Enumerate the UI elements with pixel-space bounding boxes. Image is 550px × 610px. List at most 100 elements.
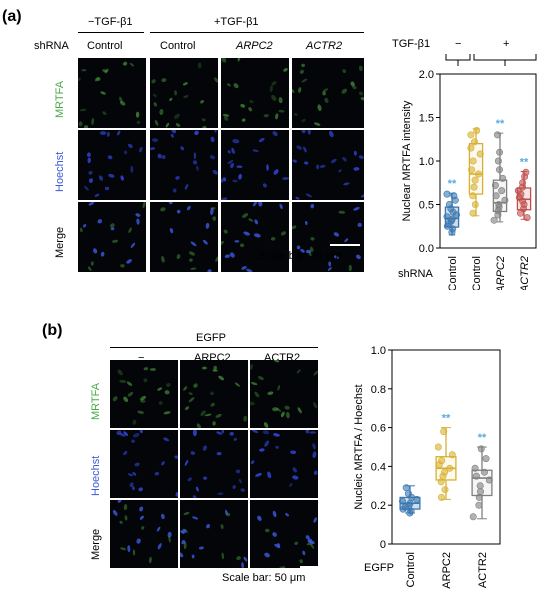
data-point bbox=[469, 157, 477, 165]
y-tick-label: 0.4 bbox=[371, 461, 386, 473]
micrograph-a-r1-c3 bbox=[292, 130, 364, 200]
chart-b: 0 0.2 0.4 0.6 0.8 1.0 Nucleic MRTFA / Hoechst C… bbox=[353, 345, 501, 589]
x-category-label: ACTR2 bbox=[477, 552, 489, 588]
col-b-minus: − bbox=[138, 352, 145, 364]
data-point bbox=[475, 170, 483, 178]
header-minus-tgf: −TGF-β1 bbox=[88, 16, 133, 28]
scale-bar-label-b: Scale bar: 50 μm bbox=[222, 572, 306, 584]
micrograph-b-r2-c0 bbox=[110, 500, 178, 568]
data-point bbox=[476, 150, 484, 158]
data-point bbox=[467, 131, 475, 139]
col-a-actr2: ACTR2 bbox=[306, 40, 343, 52]
micrograph-a-r2-c3 bbox=[292, 202, 364, 272]
y-axis-label: Nuclear MRTFA intensity bbox=[401, 100, 413, 221]
header-egfp: EGFP bbox=[196, 332, 226, 344]
legend-tgf-minus: − bbox=[455, 38, 462, 50]
data-point bbox=[448, 451, 456, 459]
scale-bar-line-a bbox=[330, 244, 360, 246]
significance-mark: ** bbox=[442, 413, 451, 425]
data-point bbox=[450, 192, 458, 200]
row-b-mrtfa: MRTFA bbox=[90, 382, 102, 420]
data-point bbox=[404, 490, 412, 498]
data-point bbox=[468, 166, 476, 174]
micrograph-b-r1-c2 bbox=[250, 430, 318, 498]
x-category-label: ARPC2 bbox=[495, 256, 507, 290]
data-point bbox=[477, 488, 485, 496]
y-tick-label: 1.5 bbox=[419, 113, 434, 125]
micrograph-a-r1-c0 bbox=[78, 130, 146, 200]
col-a-control-1: Control bbox=[87, 40, 123, 52]
row-a-hoechst: Hoechst bbox=[54, 151, 66, 192]
y-tick-label: 0.5 bbox=[419, 200, 434, 212]
data-point bbox=[467, 144, 475, 152]
chart-frame bbox=[391, 349, 501, 545]
data-point bbox=[475, 501, 483, 509]
micrograph-a-r0-c3 bbox=[292, 58, 364, 128]
x-category-label: Control bbox=[405, 552, 417, 587]
data-point bbox=[440, 428, 448, 436]
chart-b-x-row-label: EGFP bbox=[364, 562, 394, 574]
micrograph-b-r0-c0 bbox=[110, 360, 178, 428]
data-point bbox=[438, 493, 446, 501]
y-tick-label: 0 bbox=[380, 539, 386, 551]
row-a-mrtfa: MRTFA bbox=[54, 80, 66, 118]
data-point bbox=[495, 201, 503, 209]
data-point bbox=[398, 497, 406, 505]
significance-mark: ** bbox=[496, 118, 505, 130]
data-point bbox=[469, 513, 477, 521]
header-line-minus bbox=[78, 32, 144, 33]
micrograph-b-r2-c1 bbox=[180, 500, 248, 568]
x-category-label: ACTR2 bbox=[519, 256, 531, 290]
data-point bbox=[434, 443, 442, 451]
chart-a: 0.0 0.5 1.0 1.5 2.0 Nuclear MRTFA intensity **… bbox=[401, 69, 537, 290]
y-tick-label: 0.6 bbox=[371, 423, 386, 435]
data-point bbox=[438, 457, 446, 465]
y-tick-label: 0.0 bbox=[419, 243, 434, 255]
panel-a-label: (a) bbox=[2, 8, 22, 25]
data-point bbox=[402, 484, 410, 492]
header-line-egfp bbox=[110, 347, 318, 348]
data-point bbox=[469, 209, 477, 217]
data-point bbox=[475, 493, 483, 501]
data-point bbox=[501, 196, 509, 204]
significance-mark: ** bbox=[448, 178, 457, 190]
legend-tgf-plus: + bbox=[503, 38, 510, 50]
data-point bbox=[481, 468, 489, 476]
y-tick-label: 1.0 bbox=[419, 156, 434, 168]
y-tick-label: 0.2 bbox=[371, 500, 386, 512]
y-tick-label: 2.0 bbox=[419, 69, 434, 81]
data-point bbox=[482, 455, 490, 463]
micrograph-b-r1-c1 bbox=[180, 430, 248, 498]
col-a-arpc2: ARPC2 bbox=[236, 40, 273, 52]
data-point bbox=[519, 179, 527, 187]
y-tick-label: 0.8 bbox=[371, 384, 386, 396]
data-point bbox=[446, 464, 454, 472]
data-point bbox=[406, 499, 414, 507]
micrograph-a-r0-c2 bbox=[221, 58, 289, 128]
col-a-control-2: Control bbox=[160, 40, 196, 52]
legend-tgf-brackets bbox=[445, 54, 537, 66]
data-point bbox=[471, 201, 479, 209]
data-point bbox=[471, 138, 479, 146]
micrograph-a-r2-c2 bbox=[221, 202, 289, 272]
significance-mark: ** bbox=[478, 432, 487, 444]
data-point bbox=[498, 187, 506, 195]
micrograph-b-r2-c2 bbox=[250, 500, 318, 568]
data-point bbox=[491, 181, 499, 189]
y-axis-label: Nucleic MRTFA / Hoechst bbox=[353, 384, 365, 509]
legend-tgf-label: TGF-β1 bbox=[392, 38, 431, 50]
data-point bbox=[476, 482, 484, 490]
data-point bbox=[445, 201, 453, 209]
data-point bbox=[471, 176, 479, 184]
header-plus-tgf: +TGF-β1 bbox=[214, 16, 259, 28]
data-point bbox=[492, 192, 500, 200]
micrograph-a-r2-c0 bbox=[78, 202, 146, 272]
data-point bbox=[493, 131, 501, 139]
y-tick-label: 1.0 bbox=[371, 345, 386, 357]
micrograph-b-r0-c2 bbox=[250, 360, 318, 428]
data-point bbox=[472, 472, 480, 480]
data-point bbox=[441, 486, 449, 494]
micrograph-a-r0-c0 bbox=[78, 58, 146, 128]
data-point bbox=[441, 468, 449, 476]
data-point bbox=[443, 213, 451, 221]
